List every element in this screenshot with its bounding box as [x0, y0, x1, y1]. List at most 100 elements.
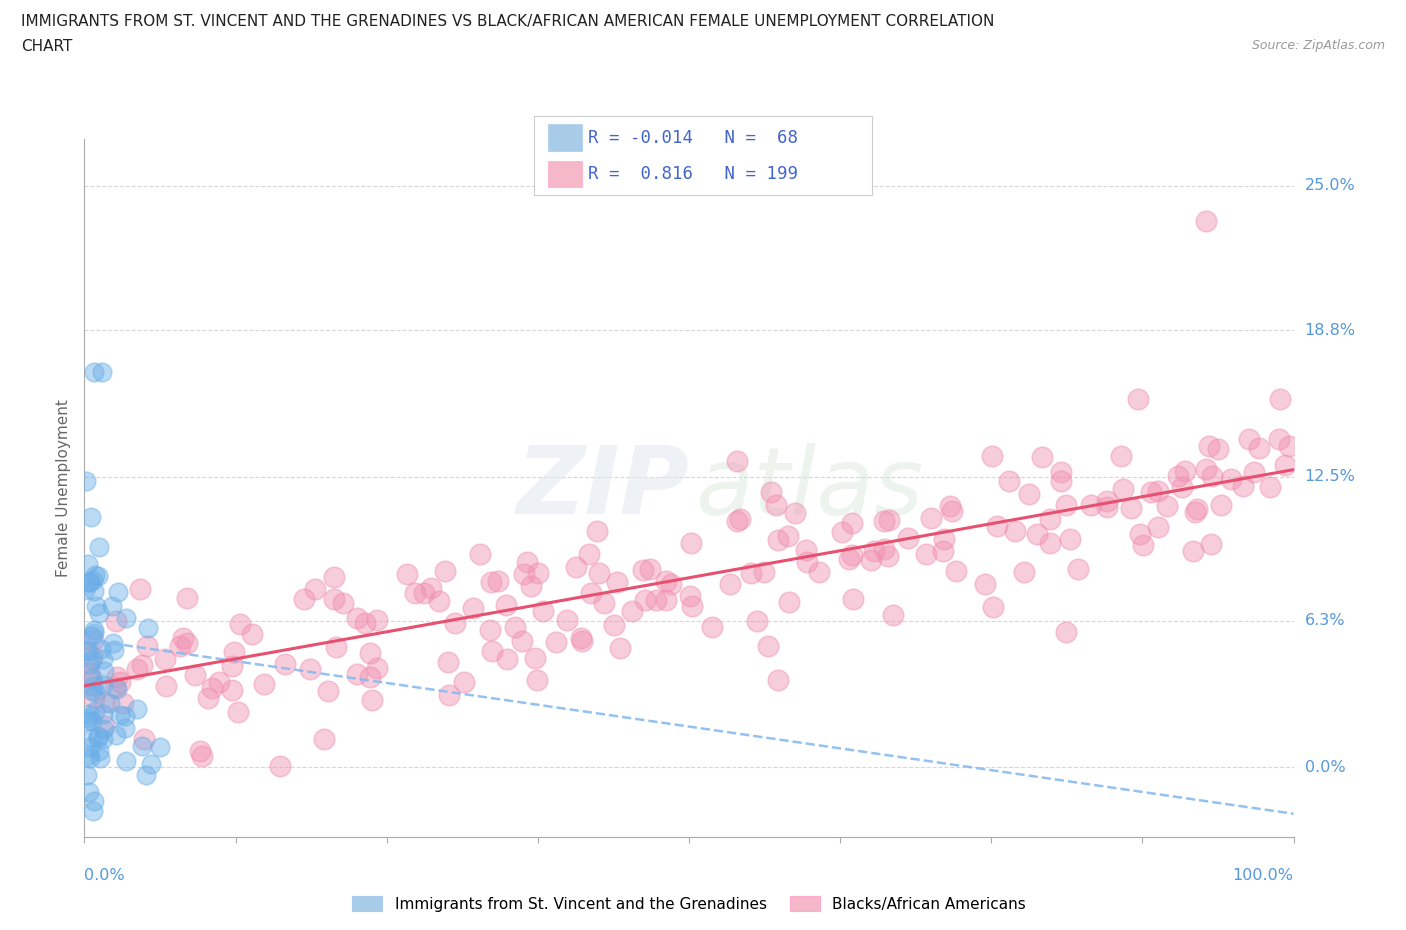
Point	[82, 731, 104, 746]
Point	[1195, 461, 1218, 476]
Point	[346, 610, 368, 625]
Point	[366, 660, 388, 675]
Point	[873, 542, 896, 557]
Point	[76, 767, 98, 782]
Point	[136, 639, 159, 654]
Text: 0.0%: 0.0%	[1305, 760, 1346, 775]
Point	[83, 690, 105, 705]
Point	[945, 564, 967, 578]
Point	[1199, 537, 1222, 551]
Point	[115, 753, 138, 768]
Point	[1026, 526, 1049, 541]
Point	[831, 525, 853, 539]
Point	[91, 706, 114, 721]
Point	[571, 633, 593, 648]
Point	[83, 365, 105, 379]
Point	[87, 744, 110, 759]
Point	[520, 578, 543, 593]
Point	[75, 643, 97, 658]
Point	[718, 577, 741, 591]
Point	[91, 365, 114, 379]
Point	[84, 685, 107, 700]
Point	[229, 617, 252, 631]
Point	[998, 473, 1021, 488]
Point	[172, 631, 194, 645]
Point	[83, 793, 105, 808]
Point	[104, 679, 127, 694]
Point	[197, 690, 219, 705]
Point	[645, 592, 668, 607]
Point	[253, 676, 276, 691]
Text: IMMIGRANTS FROM ST. VINCENT AND THE GRENADINES VS BLACK/AFRICAN AMERICAN FEMALE : IMMIGRANTS FROM ST. VINCENT AND THE GREN…	[21, 14, 994, 29]
Point	[1156, 498, 1178, 513]
Point	[1039, 536, 1062, 551]
Point	[396, 566, 419, 581]
Point	[1206, 441, 1229, 456]
Point	[84, 599, 107, 614]
Point	[90, 642, 112, 657]
Point	[1050, 464, 1073, 479]
Text: 25.0%: 25.0%	[1305, 179, 1355, 193]
Point	[299, 661, 322, 676]
Point	[1247, 441, 1270, 456]
Point	[105, 728, 128, 743]
Point	[1129, 526, 1152, 541]
Point	[439, 687, 461, 702]
Point	[565, 559, 588, 574]
Point	[292, 591, 315, 606]
Point	[141, 756, 163, 771]
Point	[112, 696, 135, 711]
Legend: Immigrants from St. Vincent and the Grenadines, Blacks/African Americans: Immigrants from St. Vincent and the Gren…	[346, 889, 1032, 918]
Point	[700, 619, 723, 634]
Point	[1237, 432, 1260, 446]
Point	[136, 620, 159, 635]
Point	[103, 643, 125, 658]
Point	[486, 574, 509, 589]
Point	[190, 749, 212, 764]
Point	[79, 751, 101, 765]
Point	[872, 513, 894, 528]
Point	[841, 515, 863, 530]
Point	[325, 640, 347, 655]
Point	[79, 657, 101, 671]
Point	[915, 547, 938, 562]
Point	[82, 804, 104, 818]
Text: 18.8%: 18.8%	[1305, 323, 1355, 338]
Point	[201, 681, 224, 696]
Point	[413, 585, 436, 600]
Point	[1184, 504, 1206, 519]
Point	[481, 644, 503, 658]
Point	[981, 600, 1004, 615]
Point	[1219, 472, 1241, 486]
Point	[638, 562, 661, 577]
Point	[1274, 458, 1296, 472]
Point	[169, 638, 191, 653]
Point	[479, 575, 502, 590]
Point	[863, 544, 886, 559]
Point	[79, 575, 101, 590]
Point	[304, 581, 326, 596]
Point	[768, 533, 790, 548]
Point	[841, 548, 863, 563]
Point	[105, 614, 128, 629]
Point	[91, 732, 114, 747]
Point	[920, 511, 942, 525]
Point	[77, 707, 100, 722]
Point	[131, 738, 153, 753]
Point	[1119, 500, 1142, 515]
Point	[621, 604, 644, 618]
Point	[725, 513, 748, 528]
Point	[322, 591, 344, 606]
Point	[79, 739, 101, 754]
Point	[655, 573, 678, 588]
Point	[82, 573, 104, 588]
Point	[98, 695, 121, 710]
Point	[941, 503, 963, 518]
Point	[1132, 538, 1154, 552]
Point	[1066, 562, 1088, 577]
Point	[114, 708, 136, 723]
Point	[87, 731, 110, 746]
Point	[153, 651, 176, 666]
Point	[1198, 438, 1220, 453]
Point	[80, 648, 103, 663]
